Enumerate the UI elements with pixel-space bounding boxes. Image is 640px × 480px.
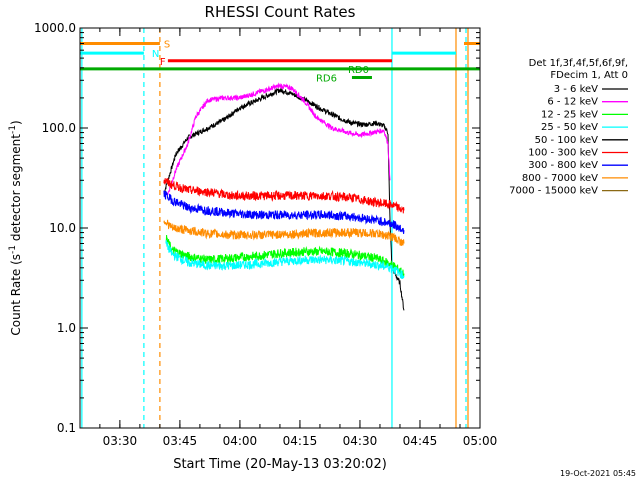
legend-label: 7000 - 15000 keV (509, 186, 598, 197)
y-axis-label-superscript: -1 (8, 125, 18, 134)
legend-label: 25 - 50 keV (541, 122, 598, 133)
series-line (163, 87, 405, 311)
series-line (165, 234, 405, 279)
y-axis-label-part: ) (9, 120, 23, 125)
x-tick-label: 04:30 (343, 434, 378, 448)
x-tick-label: 04:15 (283, 434, 318, 448)
legend-label: 3 - 6 keV (554, 84, 598, 95)
legend-header: Det 1f,3f,4f,5f,6f,9f, (529, 58, 628, 69)
y-axis-label-superscript: -1 (8, 245, 18, 254)
footer-timestamp: 19-Oct-2021 05:45 (560, 469, 636, 478)
legend-label: 50 - 100 keV (535, 135, 599, 146)
series-line (167, 82, 391, 195)
x-tick-label: 04:00 (223, 434, 258, 448)
flag-bars: SNF RD0 RD6 (80, 39, 480, 84)
flag-label-s: S (164, 39, 170, 50)
plot-series (163, 82, 405, 311)
x-tick-label: 03:45 (163, 434, 198, 448)
y-axis-label: Count Rate (s-1 detector segment-1) (8, 120, 23, 335)
legend-label: 6 - 12 keV (547, 97, 598, 108)
flag-label-rd6: RD6 (316, 73, 337, 84)
y-tick-label: 10.0 (49, 221, 76, 235)
legend-label: 300 - 800 keV (528, 160, 598, 171)
series-line (163, 178, 405, 214)
series-line (163, 190, 405, 235)
y-tick-label: 1.0 (57, 321, 76, 335)
flag-vertical-lines (81, 28, 469, 428)
legend: Det 1f,3f,4f,5f,6f,9f,FDecim 1, Att 0 3 -… (509, 58, 628, 197)
plot-frame (79, 27, 481, 429)
axes: 0.1 1.0 10.0 100.0 1000.0 03:30 03:45 04:00 04:1… (34, 21, 497, 448)
flag-label-rd0: RD0 (348, 65, 369, 76)
x-tick-label: 04:45 (403, 434, 438, 448)
y-axis-label-part: Count Rate (s (9, 254, 23, 336)
flag-label-f: F (160, 57, 166, 68)
x-axis-label: Start Time (20-May-13 03:20:02) (173, 457, 387, 472)
x-tick-label: 03:30 (103, 434, 138, 448)
x-tick-label: 05:00 (463, 434, 498, 448)
y-tick-label: 0.1 (57, 421, 76, 435)
y-axis-label-part: detector segment (9, 134, 23, 245)
flag-label-n: N (152, 49, 159, 60)
series-line (163, 219, 405, 246)
legend-label: 100 - 300 keV (528, 148, 598, 159)
series-line (165, 240, 405, 279)
legend-header: FDecim 1, Att 0 (550, 70, 628, 81)
y-tick-label: 100.0 (42, 121, 76, 135)
chart-title: RHESSI Count Rates (205, 3, 356, 21)
legend-label: 800 - 7000 keV (522, 173, 598, 184)
legend-label: 12 - 25 keV (541, 109, 598, 120)
y-tick-label: 1000.0 (34, 21, 76, 35)
